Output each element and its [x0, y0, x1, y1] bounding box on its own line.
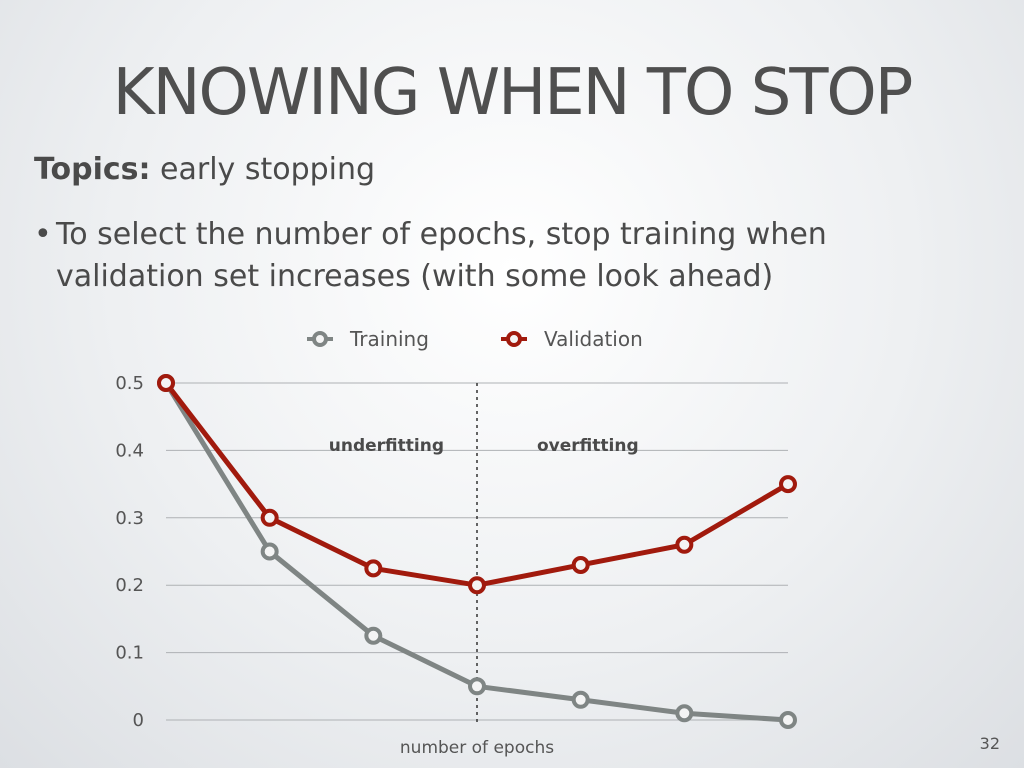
chart-series [157, 374, 797, 729]
data-point-training [260, 542, 279, 561]
legend-label: Training [349, 327, 429, 351]
y-tick-label: 0.1 [115, 643, 144, 664]
bullet-dot: • [34, 217, 52, 252]
data-point-training [364, 626, 383, 645]
y-tick-label: 0.3 [115, 508, 144, 529]
legend-marker [312, 331, 328, 347]
legend-marker [506, 331, 522, 347]
y-tick-label: 0.2 [115, 575, 144, 596]
underfitting-label: underfitting [329, 436, 444, 456]
data-point-validation [675, 535, 694, 554]
topics-value: early stopping [160, 152, 376, 187]
bullet-text: To select the number of epochs, stop tra… [56, 217, 827, 294]
data-point-training [468, 677, 486, 696]
page-number: 32 [979, 734, 1000, 753]
data-point-training [571, 690, 590, 709]
data-point-validation [260, 508, 279, 527]
overfitting-label: overfitting [537, 436, 639, 456]
chart-legend: Training Validation [307, 327, 643, 351]
legend-label: Validation [544, 327, 643, 351]
y-tick-label: 0.4 [115, 440, 144, 461]
y-tick-label: 0.5 [115, 373, 144, 394]
slide-title: KNOWING WHEN TO STOP [112, 56, 914, 130]
bullet-item: • To select the number of epochs, stop t… [34, 214, 984, 298]
data-point-validation [779, 475, 797, 494]
data-point-validation [571, 555, 590, 574]
data-point-validation [364, 559, 383, 578]
y-tick-label: 0 [133, 710, 144, 731]
chart-annotations: underfitting overfitting [329, 383, 639, 725]
data-point-training [675, 704, 694, 723]
data-point-validation [468, 576, 486, 595]
topics-label: Topics: [34, 152, 151, 187]
data-point-training [779, 711, 797, 729]
y-axis-ticks: 0 0.1 0.2 0.3 0.4 0.5 [115, 373, 144, 731]
topics-line: Topics: early stopping [34, 152, 375, 187]
data-point-validation [157, 374, 175, 392]
x-axis-label: number of epochs [400, 738, 554, 758]
